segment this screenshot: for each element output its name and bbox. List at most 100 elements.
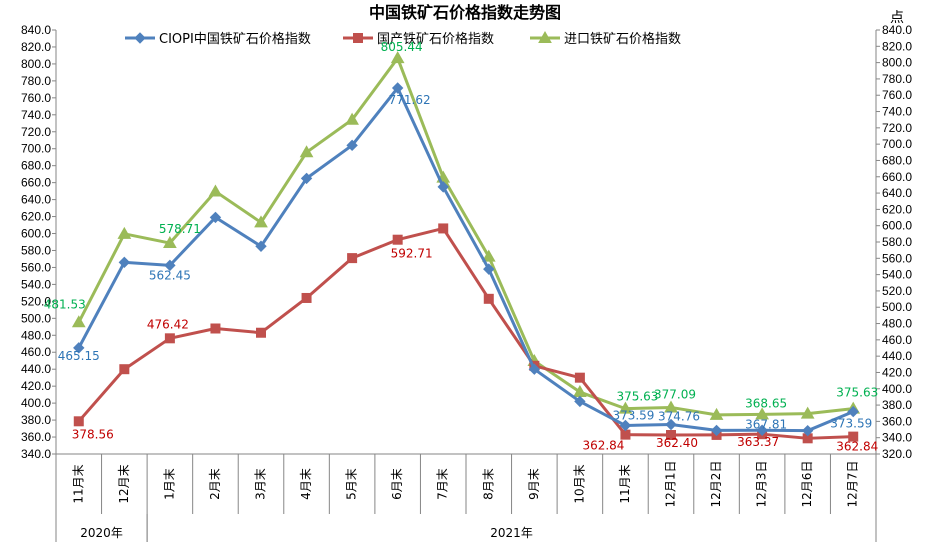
left-tick-label: 560.0 xyxy=(21,260,51,274)
data-label: 592.71 xyxy=(391,247,433,261)
data-label: 578.71 xyxy=(159,222,201,236)
data-point xyxy=(709,407,724,420)
data-point xyxy=(118,256,131,269)
right-tick-label: 460.0 xyxy=(882,333,912,347)
series-0 xyxy=(73,82,859,437)
data-point xyxy=(800,406,815,419)
data-point xyxy=(71,315,86,328)
left-tick-label: 760.0 xyxy=(21,91,51,105)
left-tick-label: 520.0 xyxy=(21,294,51,308)
data-point xyxy=(847,405,859,418)
data-label: 562.45 xyxy=(149,268,191,282)
data-label: 375.63 xyxy=(616,390,658,404)
category-label: 12月2日 xyxy=(709,461,723,508)
right-tick-label: 800.0 xyxy=(882,56,912,70)
data-label: 374.76 xyxy=(658,410,700,424)
data-label: 363.37 xyxy=(737,435,779,449)
legend-item: 国产铁矿石价格指数 xyxy=(343,31,494,47)
data-label: 373.59 xyxy=(612,409,654,423)
left-tick-label: 460.0 xyxy=(21,345,51,359)
right-tick-label: 840.0 xyxy=(882,23,912,37)
data-point xyxy=(438,223,449,234)
left-tick-label: 580.0 xyxy=(21,243,51,257)
data-label: 465.15 xyxy=(58,349,100,363)
legend-marker xyxy=(538,30,552,43)
left-tick-label: 840.0 xyxy=(21,23,51,37)
legend-label: 进口铁矿石价格指数 xyxy=(564,31,681,47)
category-label: 1月末 xyxy=(162,468,176,500)
category-label: 12月6日 xyxy=(800,461,814,508)
left-tick-label: 540.0 xyxy=(21,277,51,291)
left-tick-label: 340.0 xyxy=(21,447,51,461)
legend: CIOPI中国铁矿石价格指数 国产铁矿石价格指数 进口铁矿石价格指数 xyxy=(125,30,681,47)
category-label: 6月末 xyxy=(390,468,404,500)
category-label: 11月末 xyxy=(618,464,632,503)
category-label: 12月3日 xyxy=(755,461,769,508)
series-layer xyxy=(71,51,861,444)
right-tick-label: 600.0 xyxy=(882,219,912,233)
data-point xyxy=(483,293,494,304)
left-tick-label: 480.0 xyxy=(21,328,51,342)
right-tick-label: 500.0 xyxy=(882,300,912,314)
data-point xyxy=(164,333,175,344)
data-label: 377.09 xyxy=(654,387,696,401)
right-tick-label: 340.0 xyxy=(882,431,912,445)
left-tick-label: 620.0 xyxy=(21,210,51,224)
category-label: 8月末 xyxy=(481,468,495,500)
data-point xyxy=(346,139,358,152)
right-tick-label: 580.0 xyxy=(882,235,912,249)
data-point xyxy=(73,416,84,427)
right-tick-label: 780.0 xyxy=(882,72,912,86)
right-tick-label: 660.0 xyxy=(882,170,912,184)
data-label: 481.53 xyxy=(44,297,86,311)
data-label: 367.81 xyxy=(745,417,787,431)
category-label: 4月末 xyxy=(299,468,313,500)
series-1 xyxy=(73,223,859,444)
right-tick-label: 620.0 xyxy=(882,202,912,216)
axes: 340.0 360.0 380.0 400.0 420.0 440.0 460.0 480.0… xyxy=(21,23,912,542)
right-tick-label: 640.0 xyxy=(882,186,912,200)
left-tick-label: 700.0 xyxy=(21,142,51,156)
category-label: 3月末 xyxy=(254,468,268,500)
data-point xyxy=(347,253,358,264)
legend-marker xyxy=(353,33,363,43)
right-tick-label: 820.0 xyxy=(882,39,912,53)
right-tick-label: 760.0 xyxy=(882,88,912,102)
data-label: 378.56 xyxy=(72,427,114,441)
data-point xyxy=(664,400,678,413)
data-point xyxy=(210,323,221,334)
left-tick-label: 640.0 xyxy=(21,193,51,207)
data-point xyxy=(848,431,859,442)
data-point xyxy=(481,249,496,262)
data-label: 373.59 xyxy=(830,417,872,431)
data-point xyxy=(801,424,814,437)
data-point xyxy=(483,263,495,275)
data-point xyxy=(666,430,676,441)
left-tick-label: 600.0 xyxy=(21,227,51,241)
left-tick-label: 400.0 xyxy=(21,396,51,410)
data-point xyxy=(163,236,177,249)
data-label: 362.40 xyxy=(656,436,698,450)
right-tick-label: 540.0 xyxy=(882,268,912,282)
data-point xyxy=(255,240,267,252)
right-tick-label: 360.0 xyxy=(882,414,912,428)
category-label: 9月末 xyxy=(527,468,541,500)
right-tick-label: 560.0 xyxy=(882,251,912,265)
left-tick-label: 740.0 xyxy=(21,108,51,122)
data-label: 476.42 xyxy=(147,317,189,331)
category-label: 10月末 xyxy=(572,464,586,503)
data-point xyxy=(119,364,130,375)
chart-title: 中国铁矿石价格指数走势图 xyxy=(369,3,561,22)
data-point xyxy=(345,112,359,125)
data-point xyxy=(392,234,403,245)
data-label: 805.44 xyxy=(381,40,423,54)
left-tick-label: 440.0 xyxy=(21,362,51,376)
right-tick-label: 380.0 xyxy=(882,398,912,412)
right-axis-unit: 点 xyxy=(890,9,904,25)
data-point xyxy=(390,51,405,64)
data-point xyxy=(254,215,268,228)
data-point xyxy=(164,259,176,272)
legend-label: 国产铁矿石价格指数 xyxy=(377,31,494,47)
left-tick-label: 420.0 xyxy=(21,379,51,393)
